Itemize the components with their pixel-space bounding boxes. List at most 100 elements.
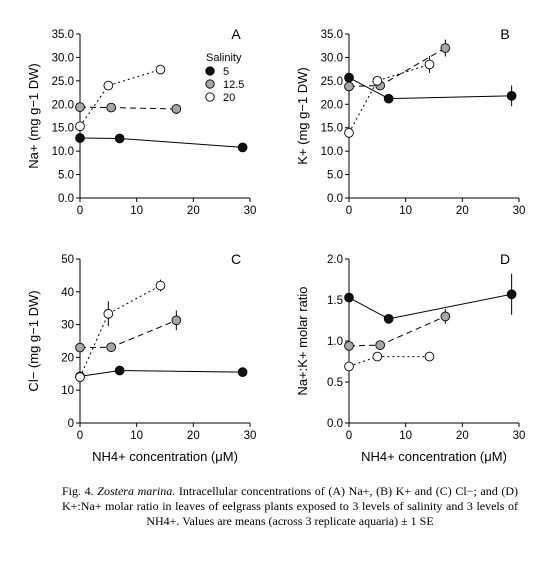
panel-a-legend: Salinity 512.520: [205, 52, 244, 104]
panel-a-y-tick-label: 20.0: [52, 99, 74, 111]
panel-b-y-tick-label: 20.0: [321, 99, 343, 111]
panel-c-data-point: [237, 367, 248, 378]
panel-d: 0.0 0.5 1.0 1.5 2.0 0 10 20 30 D Na+:K+ molar rati…: [295, 251, 525, 464]
panel-c-data-point: [75, 372, 85, 382]
panel-d-series-line: [348, 356, 430, 367]
panel-c-series-line: [79, 285, 161, 378]
panel-b-data-point: [506, 91, 517, 101]
panel-c-series-line: [79, 370, 243, 377]
panel-b-y-tick-label: 30.0: [321, 52, 343, 64]
panel-d-data-point: [383, 314, 394, 324]
panel-b-y-tick-label: 15.0: [321, 123, 343, 135]
panel-a-y-tick-label: 35.0: [52, 29, 74, 41]
panel-b-x-tick-label: 30: [513, 205, 526, 217]
panel-a-x-tick-label: 20: [187, 205, 200, 217]
panel-c-y-tick-label: 40: [61, 287, 74, 299]
panel-d-data-point: [375, 340, 386, 350]
panel-b-data-point: [383, 93, 394, 104]
panel-a-data-point: [75, 102, 85, 112]
panel-d-series-line: [348, 293, 512, 320]
panel-c-data-point: [103, 308, 114, 319]
panel-a-y-tick-label: 10.0: [52, 146, 74, 158]
panel-b-y-tick-label: 10.0: [321, 146, 343, 158]
panel-b-series-line: [348, 63, 430, 134]
panel-d-y-label: Na+:K+ molar ratio: [295, 286, 310, 395]
panel-c-data-point: [155, 280, 166, 291]
panel-d-data-point: [440, 311, 451, 322]
figure-4: 0.0 5.0 10.0 15.0 20.0 25.0 30.0 35.0 0 10 20 30 A Na…: [26, 26, 525, 464]
legend-marker: [205, 66, 215, 76]
panel-d-y-tick-label: 1.5: [327, 295, 343, 307]
panel-c-y-tick-label: 10: [61, 385, 74, 397]
legend-marker: [205, 92, 215, 102]
panel-c-y-tick-label: 50: [61, 254, 74, 266]
panel-d-y-tick-label: 2.0: [327, 254, 343, 266]
panel-c-data-point: [106, 342, 117, 353]
panel-a-x-tick-label: 10: [130, 205, 143, 217]
panel-d-y-tick-label: 0.5: [327, 377, 343, 389]
panel-c-panel-letter: C: [231, 251, 241, 267]
panel-b-y-label: K+ (mg g−1 DW): [295, 67, 310, 165]
panel-d-panel-letter: D: [500, 251, 510, 267]
panel-c-y-label: Cl− (mg g−1 DW): [26, 290, 41, 391]
panel-d-x-tick-label: 10: [399, 430, 412, 442]
panel-a-y-tick-label: 30.0: [52, 52, 74, 64]
panel-c-y-tick-label: 0: [68, 418, 74, 430]
panel-c-x-tick-label: 20: [187, 430, 200, 442]
panel-a-data-point: [114, 133, 125, 144]
panel-d-data-point: [344, 361, 354, 372]
panel-d-data-point: [424, 351, 435, 362]
panel-a-y-tick-label: 15.0: [52, 123, 74, 135]
panel-a-y-tick-label: 0.0: [58, 193, 74, 205]
panel-b-data-point: [372, 76, 383, 86]
panel-a-data-point: [103, 80, 114, 91]
legend-entry: 5: [223, 66, 229, 78]
panel-d-x-label: NH4+ concentration (μM): [361, 449, 507, 464]
panel-a-panel-letter: A: [231, 26, 241, 42]
panel-b-x-tick-label: 20: [456, 205, 469, 217]
panel-c-series-line: [79, 319, 177, 349]
caption-species: Zostera marina.: [97, 484, 176, 498]
panel-d-x-tick-label: 30: [513, 430, 526, 442]
panel-d-y-tick-label: 1.0: [327, 336, 343, 348]
panel-d-data-point: [372, 351, 383, 362]
panel-a-x-tick-label: 0: [77, 205, 83, 217]
caption-text: Intracellular concentrations of (A) Na+,…: [62, 484, 519, 528]
panel-c-x-tick-label: 0: [77, 430, 83, 442]
panel-c-x-label: NH4+ concentration (μM): [92, 449, 238, 464]
panel-b-y-tick-label: 0.0: [327, 193, 343, 205]
panel-b-data-point: [344, 81, 354, 92]
panel-b: 0.0 5.0 10.0 15.0 20.0 25.0 30.0 35.0 0 10 20 30 B K+…: [295, 26, 525, 217]
panel-a-data-point: [171, 104, 182, 114]
panel-d-series-line: [348, 315, 446, 347]
panel-d-x-tick-label: 20: [456, 430, 469, 442]
legend-entry: 20: [223, 92, 235, 104]
panel-c-data-point: [114, 365, 125, 376]
panel-b-x-tick-label: 10: [399, 205, 412, 217]
panel-a-data-point: [106, 102, 117, 113]
panel-b-y-tick-label: 35.0: [321, 29, 343, 41]
figure-caption: Fig. 4. Zostera marina. Intracellular co…: [62, 484, 518, 529]
panel-a: 0.0 5.0 10.0 15.0 20.0 25.0 30.0 35.0 0 10 20 30 A Na…: [26, 26, 256, 217]
panel-c-data-point: [171, 315, 182, 326]
panel-b-data-point: [424, 59, 435, 70]
panel-a-data-point: [75, 121, 85, 132]
panel-b-data-point: [344, 128, 354, 138]
panel-b-y-tick-label: 5.0: [327, 170, 343, 182]
panel-a-series-line: [79, 106, 177, 110]
panel-a-data-point: [237, 142, 248, 153]
caption-fig-label: Fig. 4.: [62, 484, 94, 498]
panel-a-y-tick-label: 25.0: [52, 76, 74, 88]
panel-c-data-point: [75, 342, 85, 353]
legend-title: Salinity: [206, 52, 242, 64]
panel-a-data-point: [75, 133, 85, 143]
panel-a-data-point: [155, 64, 166, 75]
panel-d-data-point: [344, 292, 354, 303]
panel-d-y-tick-label: 0.0: [327, 418, 343, 430]
panel-c-x-tick-label: 10: [130, 430, 143, 442]
panel-b-data-point: [440, 43, 451, 53]
panel-b-panel-letter: B: [500, 26, 509, 42]
panel-d-x-tick-label: 0: [346, 430, 352, 442]
panel-d-data-point: [344, 341, 354, 351]
panel-c-y-tick-label: 30: [61, 320, 74, 332]
